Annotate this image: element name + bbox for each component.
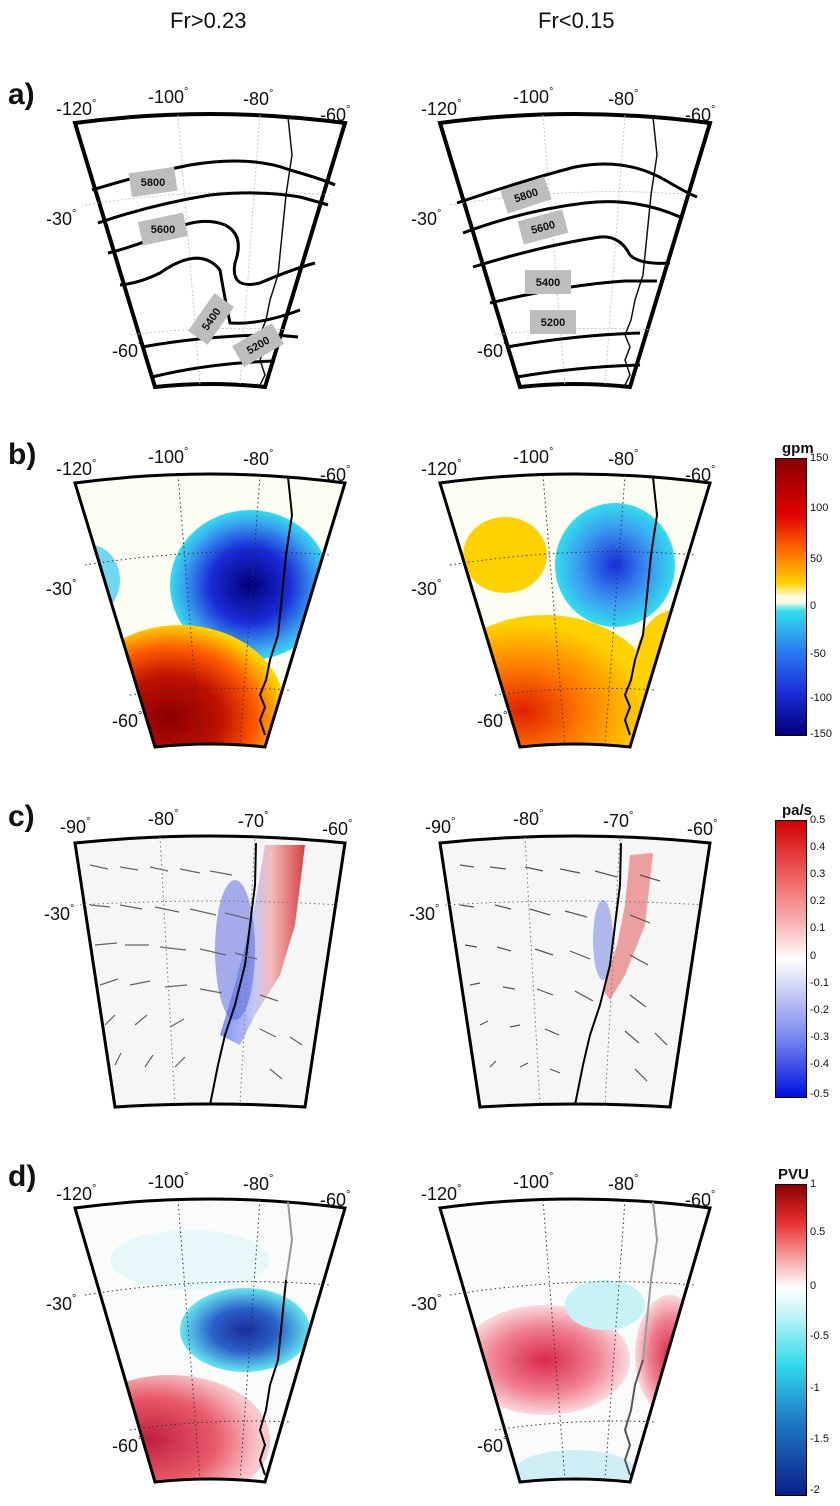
map-tick-label: -60° — [687, 818, 717, 839]
map-tick-label: -80° — [243, 448, 273, 469]
colorbar-d-tick: -1 — [810, 1382, 820, 1394]
map-tick-label: -60° — [685, 464, 715, 485]
map-tick-label: -120° — [56, 1183, 96, 1204]
map-tick-label: -60° — [320, 104, 350, 125]
colorbar-d-tick: -2 — [810, 1484, 820, 1496]
colorbar-d-tick: 0.5 — [810, 1226, 825, 1238]
map-tick-label: -60° — [477, 710, 507, 731]
colorbar-b-tick: 0 — [810, 600, 816, 612]
row-label-a: a) — [8, 78, 35, 112]
map-tick-label: -80° — [243, 88, 273, 109]
panel-b-right: -120° -100° -80° -60° -30° -60° — [425, 445, 725, 755]
colorbar-c — [775, 820, 807, 1098]
colorbar-c-tick: 0.4 — [810, 841, 825, 853]
svg-text:5800: 5800 — [141, 177, 165, 189]
svg-text:5400: 5400 — [536, 277, 560, 289]
panel-d-left: -120° -100° -80° -60° -30° -60° — [60, 1170, 360, 1490]
map-tick-label: -100° — [148, 1171, 188, 1192]
colorbar-b-tick: 150 — [810, 452, 828, 464]
colorbar-c-tick: -0.1 — [810, 977, 829, 989]
map-tick-label: -120° — [56, 458, 96, 479]
map-tick-label: -100° — [513, 86, 553, 107]
panel-c-right: -90° -80° -70° -60° -30° — [425, 805, 725, 1115]
colorbar-c-tick: 0 — [810, 950, 816, 962]
colorbar-d-tick: 1 — [810, 1178, 816, 1190]
map-tick-label: -70° — [238, 810, 268, 831]
svg-text:5600: 5600 — [151, 224, 175, 236]
map-tick-label: -70° — [603, 810, 633, 831]
colorbar-d-tick: 0 — [810, 1280, 816, 1292]
map-tick-label: -90° — [425, 816, 455, 837]
map-tick-label: -30° — [409, 903, 439, 924]
map-tick-label: -60° — [685, 1189, 715, 1210]
colorbar-b-tick: -100 — [810, 692, 832, 704]
map-tick-label: -60° — [112, 710, 142, 731]
map-tick-label: -100° — [148, 446, 188, 467]
colorbar-b-tick: -50 — [810, 648, 826, 660]
row-label-b: b) — [8, 438, 36, 472]
map-tick-label: -80° — [243, 1173, 273, 1194]
colorbar-c-tick: 0.2 — [810, 895, 825, 907]
colorbar-c-tick: 0.1 — [810, 922, 825, 934]
map-tick-label: -80° — [608, 88, 638, 109]
map-tick-label: -60° — [477, 1435, 507, 1456]
map-tick-label: -90° — [60, 816, 90, 837]
colorbar-c-tick: -0.4 — [810, 1058, 829, 1070]
colorbar-d-tick: -0.5 — [810, 1330, 829, 1342]
map-tick-label: -80° — [513, 808, 543, 829]
map-tick-label: -60° — [322, 818, 352, 839]
map-tick-label: -120° — [421, 1183, 461, 1204]
colorbar-c-tick: -0.2 — [810, 1004, 829, 1016]
map-tick-label: -80° — [148, 808, 178, 829]
colorbar-b-tick: -150 — [810, 728, 832, 740]
map-tick-label: -100° — [513, 1171, 553, 1192]
colorbar-c-tick: -0.5 — [810, 1088, 829, 1100]
row-label-d: d) — [8, 1160, 36, 1194]
map-tick-label: -30° — [411, 578, 441, 599]
colorbar-c-title: pa/s — [782, 802, 812, 819]
map-tick-label: -30° — [46, 208, 76, 229]
map-tick-label: -60° — [112, 340, 142, 361]
colorbar-b — [775, 458, 807, 736]
panel-a-left: 5800 5600 5400 5200 -120° -100° -80° -60… — [60, 85, 360, 395]
map-tick-label: -30° — [411, 1293, 441, 1314]
colorbar-d-title: PVU — [778, 1166, 809, 1183]
colorbar-c-tick: 0.5 — [810, 814, 825, 826]
colorbar-d-tick: -1.5 — [810, 1433, 829, 1445]
map-tick-label: -30° — [44, 903, 74, 924]
map-tick-label: -80° — [608, 1173, 638, 1194]
panel-a-right: 5800 5600 5400 5200 -120° -100° -80° -60… — [425, 85, 725, 395]
map-tick-label: -30° — [411, 208, 441, 229]
column-title-right: Fr<0.15 — [538, 8, 614, 34]
column-title-left: Fr>0.23 — [170, 8, 246, 34]
map-tick-label: -60° — [477, 340, 507, 361]
colorbar-b-tick: 50 — [810, 553, 822, 565]
map-tick-label: -80° — [608, 448, 638, 469]
map-tick-label: -30° — [46, 1293, 76, 1314]
svg-text:5200: 5200 — [541, 317, 565, 329]
colorbar-c-tick: -0.3 — [810, 1031, 829, 1043]
colorbar-c-tick: 0.3 — [810, 868, 825, 880]
colorbar-d — [775, 1184, 807, 1496]
map-tick-label: -100° — [513, 446, 553, 467]
map-tick-label: -60° — [320, 1189, 350, 1210]
map-tick-label: -120° — [421, 98, 461, 119]
panel-b-left: -120° -100° -80° -60° -30° -60° — [60, 445, 360, 755]
panel-d-right: -120° -100° -80° -60° -30° -60° — [425, 1170, 725, 1490]
panel-c-left: -90° -80° -70° -60° -30° — [60, 805, 360, 1115]
map-tick-label: -120° — [421, 458, 461, 479]
map-tick-label: -60° — [112, 1435, 142, 1456]
row-label-c: c) — [8, 800, 35, 834]
contour-label-5200: 5200 — [530, 310, 576, 334]
colorbar-b-title: gpm — [782, 440, 814, 457]
map-tick-label: -120° — [56, 98, 96, 119]
map-tick-label: -60° — [320, 464, 350, 485]
map-tick-label: -60° — [685, 104, 715, 125]
map-tick-label: -100° — [148, 86, 188, 107]
colorbar-b-tick: 100 — [810, 502, 828, 514]
map-tick-label: -30° — [46, 578, 76, 599]
contour-label-5400: 5400 — [525, 270, 571, 294]
